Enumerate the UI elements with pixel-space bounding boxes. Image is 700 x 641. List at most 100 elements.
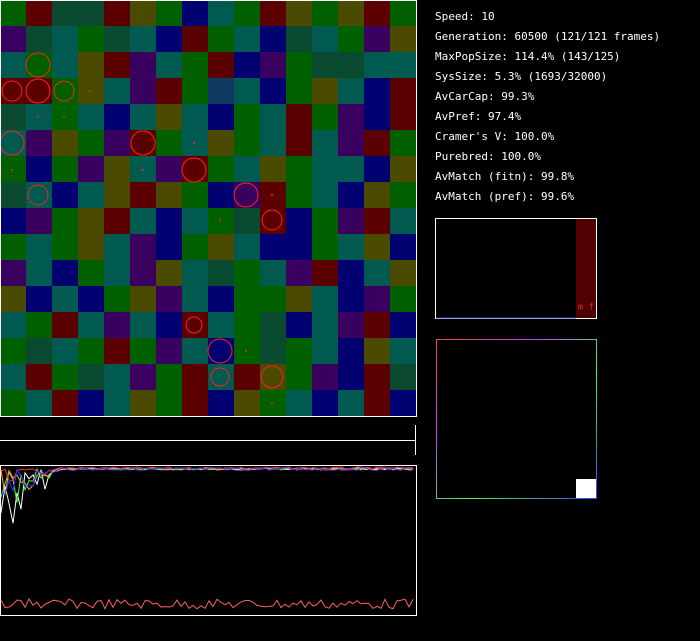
grid-cell	[130, 130, 156, 156]
grid-cell	[312, 26, 338, 52]
grid-cell	[130, 0, 156, 26]
grid-cell	[208, 130, 234, 156]
grid-cell	[26, 234, 52, 260]
grid-cell	[104, 364, 130, 390]
grid-cell	[286, 156, 312, 182]
grid-cell	[156, 286, 182, 312]
grid-cell	[260, 156, 286, 182]
grid-cell	[52, 182, 78, 208]
grid-cell	[156, 104, 182, 130]
grid-cell	[78, 286, 104, 312]
grid-cell	[390, 312, 416, 338]
grid-cell	[78, 182, 104, 208]
grid-cell	[52, 26, 78, 52]
grid-cell	[390, 0, 416, 26]
grid-cell	[286, 182, 312, 208]
stat-line: MaxPopSize: 114.4% (143/125)	[435, 50, 620, 63]
grid-cell	[208, 286, 234, 312]
grid-cell	[260, 130, 286, 156]
grid-cell	[104, 182, 130, 208]
world-grid	[0, 0, 416, 416]
grid-cell	[364, 364, 390, 390]
grid-cell	[338, 78, 364, 104]
grid-cell	[260, 26, 286, 52]
grid-cell	[390, 78, 416, 104]
grid-cell	[390, 182, 416, 208]
grid-cell	[0, 156, 26, 182]
grid-cell	[52, 338, 78, 364]
grid-cell	[0, 260, 26, 286]
grid-cell	[156, 182, 182, 208]
grid-cell	[0, 26, 26, 52]
grid-cell	[260, 52, 286, 78]
grid-cell	[104, 78, 130, 104]
grid-cell	[0, 338, 26, 364]
grid-cell	[182, 208, 208, 234]
grid-cell	[338, 52, 364, 78]
grid-cell	[52, 364, 78, 390]
agent-dot	[271, 194, 273, 196]
grid-cell	[286, 104, 312, 130]
grid-cell	[260, 312, 286, 338]
history-graph	[0, 465, 417, 616]
grid-cell	[104, 156, 130, 182]
grid-cell	[156, 26, 182, 52]
grid-cell	[390, 260, 416, 286]
grid-cell	[286, 234, 312, 260]
grid-cell	[0, 182, 26, 208]
grid-cell	[286, 286, 312, 312]
stat-line: Generation: 60500 (121/121 frames)	[435, 30, 660, 43]
grid-cell	[312, 390, 338, 416]
grid-cell	[234, 390, 260, 416]
match-panel	[436, 339, 597, 499]
grid-cell	[26, 286, 52, 312]
grid-cell	[104, 0, 130, 26]
grid-cell	[390, 234, 416, 260]
grid-cell	[78, 0, 104, 26]
grid-cell	[182, 286, 208, 312]
grid-cell	[156, 390, 182, 416]
grid-cell	[234, 234, 260, 260]
grid-cell	[130, 104, 156, 130]
grid-cell	[0, 286, 26, 312]
grid-cell	[156, 156, 182, 182]
agent-dot	[37, 116, 39, 118]
grid-cell	[338, 0, 364, 26]
agent	[130, 130, 156, 156]
grid-cell	[156, 0, 182, 26]
agent	[210, 367, 230, 387]
grid-cell	[286, 390, 312, 416]
grid-cell	[182, 156, 208, 182]
grid-cell	[364, 312, 390, 338]
grid-cell	[260, 234, 286, 260]
grid-cell	[208, 78, 234, 104]
stat-line: AvMatch (pref): 99.6%	[435, 190, 574, 203]
stat-line: Purebred: 100.0%	[435, 150, 541, 163]
pref-bar	[576, 219, 596, 318]
grid-cell	[78, 208, 104, 234]
grid-cell	[234, 260, 260, 286]
grid-cell	[260, 260, 286, 286]
grid-cell	[182, 104, 208, 130]
grid-cell	[130, 182, 156, 208]
grid-cell	[104, 104, 130, 130]
grid-cell	[52, 234, 78, 260]
grid-cell	[104, 312, 130, 338]
grid-cell	[312, 0, 338, 26]
grid-cell	[104, 260, 130, 286]
grid-cell	[390, 390, 416, 416]
grid-cell	[208, 312, 234, 338]
grid-cell	[0, 234, 26, 260]
grid-cell	[104, 390, 130, 416]
grid-cell	[104, 130, 130, 156]
grid-cell	[78, 234, 104, 260]
grid-cell	[0, 208, 26, 234]
grid-cell	[130, 390, 156, 416]
grid-cell	[338, 312, 364, 338]
grid-cell	[338, 338, 364, 364]
grid-cell	[104, 208, 130, 234]
grid-cell	[156, 312, 182, 338]
grid-cell	[208, 0, 234, 26]
grid-cell	[104, 234, 130, 260]
grid-cell	[156, 364, 182, 390]
